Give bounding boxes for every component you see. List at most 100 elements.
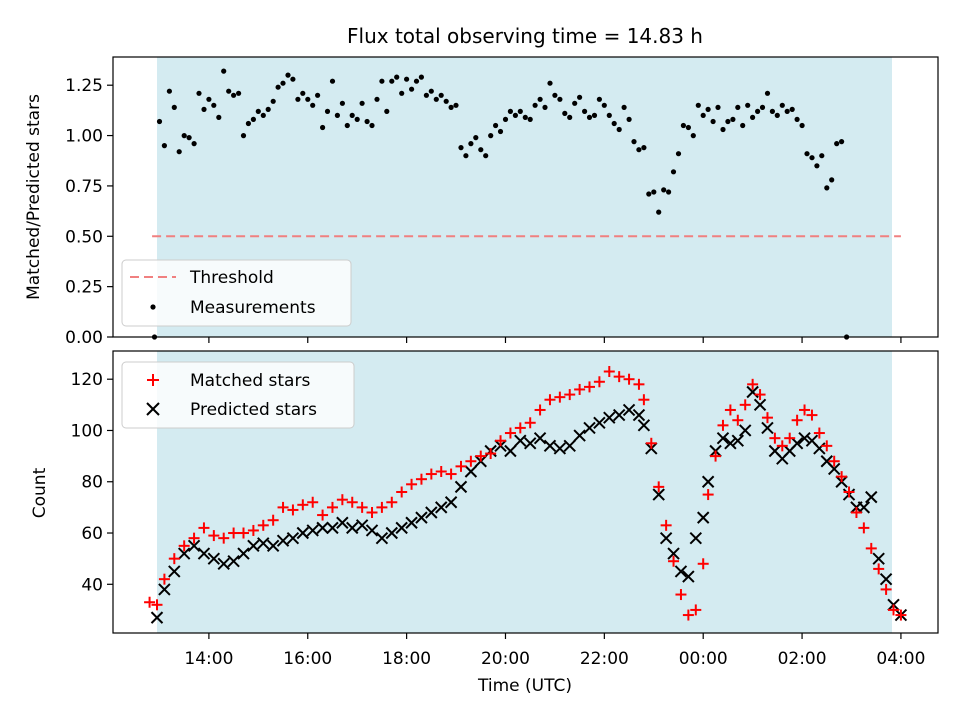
predicted-point-23 bbox=[375, 531, 389, 545]
x-tick-label-1: 16:00 bbox=[283, 649, 332, 669]
measurement-point-53 bbox=[413, 78, 420, 84]
x-tick-label-7: 04:00 bbox=[876, 649, 925, 669]
predicted-point-71 bbox=[790, 437, 804, 450]
measurement-point-119 bbox=[740, 122, 746, 129]
predicted-point-42 bbox=[563, 439, 576, 453]
measurement-point-65 bbox=[473, 135, 479, 141]
predicted-point-4 bbox=[187, 539, 201, 553]
predicted-point-48 bbox=[622, 403, 636, 417]
x-tick-label-6: 02:00 bbox=[778, 649, 827, 669]
measurement-point-48 bbox=[389, 78, 395, 84]
matched-point-28 bbox=[415, 473, 427, 485]
matched-point-2 bbox=[158, 573, 170, 585]
measurement-point-105 bbox=[670, 169, 677, 175]
measurement-point-37 bbox=[334, 112, 340, 118]
matched-point-40 bbox=[534, 404, 546, 416]
measurement-point-28 bbox=[290, 76, 296, 82]
measurement-point-112 bbox=[705, 106, 711, 112]
x-tick-label-4: 22:00 bbox=[580, 649, 629, 669]
matched-point-41 bbox=[544, 394, 556, 406]
matched-point-0 bbox=[144, 596, 156, 608]
measurement-point-59 bbox=[443, 98, 449, 104]
matched-point-76 bbox=[821, 440, 833, 452]
measurement-point-114 bbox=[715, 104, 721, 110]
measurement-point-132 bbox=[804, 151, 810, 157]
matched-point-8 bbox=[218, 532, 230, 544]
top-y-tick-label-1: 0.25 bbox=[65, 278, 103, 298]
predicted-point-50 bbox=[637, 419, 651, 432]
matched-point-62 bbox=[717, 419, 729, 431]
top-y-ticks: 0.00 0.25 0.50 0.75 1.00 1.25 bbox=[65, 76, 113, 348]
predicted-point-74 bbox=[813, 442, 826, 455]
measurement-point-20 bbox=[250, 116, 256, 122]
measurement-point-69 bbox=[493, 122, 499, 129]
measurement-point-3 bbox=[166, 88, 172, 94]
predicted-point-19 bbox=[336, 516, 349, 529]
measurement-point-110 bbox=[695, 102, 701, 108]
measurement-point-45 bbox=[374, 96, 380, 102]
top-y-axis-label: Matched/Predicted stars bbox=[24, 94, 44, 300]
predicted-point-28 bbox=[425, 506, 438, 519]
measurement-point-93 bbox=[611, 120, 617, 127]
predicted-point-2 bbox=[168, 565, 181, 578]
predicted-point-49 bbox=[632, 408, 646, 422]
predicted-point-16 bbox=[306, 524, 319, 537]
measurement-point-91 bbox=[601, 102, 607, 108]
legend-matched-swatch bbox=[147, 374, 159, 386]
matched-point-78 bbox=[836, 471, 848, 483]
predicted-point-39 bbox=[533, 431, 547, 445]
matched-point-71 bbox=[784, 432, 796, 444]
matched-point-66 bbox=[747, 378, 759, 390]
measurement-point-27 bbox=[285, 72, 291, 78]
measurement-point-72 bbox=[507, 108, 513, 114]
measurement-point-89 bbox=[591, 112, 598, 118]
legend-threshold-label: Threshold bbox=[189, 268, 274, 288]
predicted-point-59 bbox=[701, 475, 715, 488]
matched-point-19 bbox=[326, 501, 338, 513]
measurement-point-115 bbox=[720, 126, 726, 133]
measurement-point-5 bbox=[176, 149, 182, 155]
matched-point-38 bbox=[514, 422, 526, 434]
matched-point-16 bbox=[297, 499, 309, 511]
top-legend: Threshold Measurements bbox=[121, 259, 352, 327]
matched-point-84 bbox=[880, 583, 892, 595]
matched-point-55 bbox=[668, 555, 680, 567]
predicted-point-11 bbox=[257, 537, 270, 550]
bottom-axes-frame bbox=[112, 350, 939, 634]
predicted-point-15 bbox=[296, 526, 310, 540]
matched-point-20 bbox=[336, 494, 348, 506]
measurement-point-67 bbox=[483, 153, 489, 159]
predicted-point-66 bbox=[753, 398, 767, 412]
measurement-point-98 bbox=[636, 147, 642, 153]
measurement-point-107 bbox=[680, 122, 687, 129]
matched-point-11 bbox=[247, 524, 259, 536]
matched-point-12 bbox=[257, 519, 269, 531]
bottom-y-ticks: 40 60 80 100 120 bbox=[71, 370, 113, 595]
top-legend-box bbox=[121, 259, 352, 327]
predicted-point-72 bbox=[798, 431, 811, 445]
top-y-tick-label-3: 0.75 bbox=[65, 177, 103, 197]
measurement-point-88 bbox=[586, 114, 593, 120]
matched-point-32 bbox=[455, 460, 467, 472]
measurement-point-85 bbox=[572, 100, 578, 106]
measurement-point-117 bbox=[730, 116, 736, 122]
measurement-point-61 bbox=[453, 102, 459, 108]
predicted-point-21 bbox=[355, 519, 369, 532]
matched-point-27 bbox=[406, 478, 418, 490]
measurement-point-21 bbox=[255, 108, 261, 114]
measurement-point-68 bbox=[488, 133, 494, 139]
bottom-y-tick-label-1: 60 bbox=[81, 524, 103, 544]
predicted-point-30 bbox=[444, 496, 458, 509]
legend-measurements-swatch bbox=[150, 304, 156, 310]
matched-point-63 bbox=[724, 404, 736, 416]
matched-point-10 bbox=[237, 527, 249, 539]
predicted-point-63 bbox=[731, 434, 745, 447]
measurement-point-131 bbox=[799, 122, 805, 129]
measurement-point-56 bbox=[428, 88, 434, 94]
x-axis-label: Time (UTC) bbox=[477, 676, 572, 696]
bottom-x-ticks: 14:00 16:00 18:00 20:00 22:00 00:00 02:00 04:00 bbox=[184, 633, 925, 669]
predicted-point-67 bbox=[761, 421, 774, 435]
bottom-legend-box bbox=[121, 361, 355, 429]
measurement-point-78 bbox=[537, 96, 543, 102]
matched-point-39 bbox=[524, 417, 536, 429]
